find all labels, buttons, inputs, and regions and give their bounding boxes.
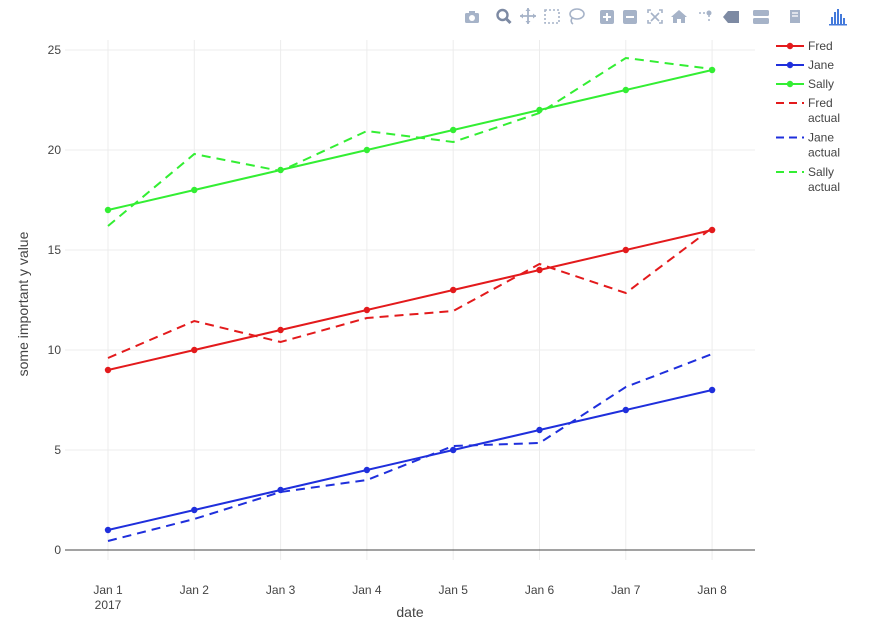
series-line-sally-actual (107, 56, 713, 227)
series-line-fred (107, 229, 713, 371)
data-point-sally[interactable] (104, 206, 112, 214)
legend-item-fred[interactable]: Fred (776, 39, 833, 53)
data-point-jane[interactable] (708, 386, 716, 394)
x-tick-label: Jan 3 (266, 583, 296, 597)
y-tick-label: 20 (48, 143, 62, 157)
plotly-logo-icon[interactable] (828, 6, 848, 28)
data-point-fred[interactable] (708, 226, 716, 234)
data-point-sally[interactable] (363, 146, 371, 154)
spike-lines-icon[interactable] (695, 6, 715, 28)
data-point-fred[interactable] (536, 266, 543, 274)
legend-item-sally[interactable]: Sally (776, 77, 834, 91)
y-axis-title: some important y value (15, 231, 31, 376)
data-point-jane[interactable] (622, 406, 629, 414)
legend-marker (786, 80, 794, 88)
legend-label: Fred (808, 39, 833, 53)
x-tick-label: Jan 6 (525, 583, 555, 597)
legend-label: Sally (808, 165, 834, 179)
y-tick-label: 0 (54, 543, 61, 557)
lasso-select-icon[interactable] (566, 6, 586, 28)
legend-item-jane[interactable]: Jane (776, 58, 834, 72)
legend: FredJaneSallyFredactualJaneactualSallyac… (776, 39, 840, 194)
data-point-fred[interactable] (450, 286, 457, 294)
data-point-sally[interactable] (622, 86, 629, 94)
legend-label: actual (808, 146, 840, 160)
zoom-out-icon[interactable] (620, 6, 640, 28)
x-tick-label: Jan 8 (697, 583, 727, 597)
series-line-fred-actual (107, 227, 713, 359)
data-point-fred[interactable] (363, 306, 371, 314)
pan-icon[interactable] (518, 6, 538, 28)
legend-marker (786, 42, 794, 50)
x-tick-label: Jan 5 (439, 583, 469, 597)
x-tick-year-label: 2017 (95, 598, 122, 612)
legend-label: Sally (808, 77, 834, 91)
camera-icon[interactable] (462, 6, 482, 28)
data-point-jane[interactable] (536, 426, 543, 434)
data-point-sally[interactable] (450, 126, 457, 134)
data-point-jane[interactable] (104, 526, 112, 534)
x-tick-label: Jan 4 (352, 583, 382, 597)
data-point-sally[interactable] (708, 66, 716, 74)
x-axis-title: date (396, 604, 423, 620)
legend-label: Jane (808, 58, 834, 72)
x-tick-label: Jan 2 (180, 583, 210, 597)
data-point-fred[interactable] (622, 246, 629, 254)
zoom-icon[interactable] (494, 6, 514, 28)
data-point-fred[interactable] (191, 346, 198, 354)
x-tick-label: Jan 1 (93, 583, 123, 597)
edit-chart-icon[interactable] (785, 6, 805, 28)
y-tick-label: 15 (48, 243, 62, 257)
y-tick-label: 10 (48, 343, 62, 357)
box-select-icon[interactable] (542, 6, 562, 28)
series-line-jane (107, 389, 713, 531)
data-point-jane[interactable] (191, 506, 198, 514)
zoom-in-icon[interactable] (597, 6, 617, 28)
data-point-jane[interactable] (450, 446, 457, 454)
data-point-sally[interactable] (536, 106, 543, 114)
legend-label: actual (808, 111, 840, 125)
x-axis-ticks: Jan 1 Jan 2 Jan 3 Jan 4 Jan 5 Jan 6 Jan 7 Jan 8 (93, 583, 727, 597)
data-point-sally[interactable] (277, 166, 284, 174)
x-tick-label: Jan 7 (611, 583, 641, 597)
data-point-jane[interactable] (277, 486, 284, 494)
data-point-jane[interactable] (363, 466, 371, 474)
y-axis-ticks: 0 5 10 15 20 25 (48, 43, 62, 557)
y-tick-label: 5 (54, 443, 61, 457)
hover-closest-icon[interactable] (720, 6, 740, 28)
legend-label: Jane (808, 131, 834, 145)
legend-label: Fred (808, 96, 833, 110)
gridlines (65, 40, 755, 560)
series-layer (104, 56, 716, 542)
legend-label: actual (808, 180, 840, 194)
series-line-jane-actual (107, 353, 713, 542)
y-tick-label: 25 (48, 43, 62, 57)
data-point-sally[interactable] (191, 186, 198, 194)
legend-marker (786, 61, 794, 69)
series-line-sally (107, 69, 713, 211)
home-icon[interactable] (669, 6, 689, 28)
data-point-fred[interactable] (104, 366, 112, 374)
autoscale-icon[interactable] (645, 6, 665, 28)
data-point-fred[interactable] (277, 326, 284, 334)
hover-compare-icon[interactable] (750, 6, 770, 28)
